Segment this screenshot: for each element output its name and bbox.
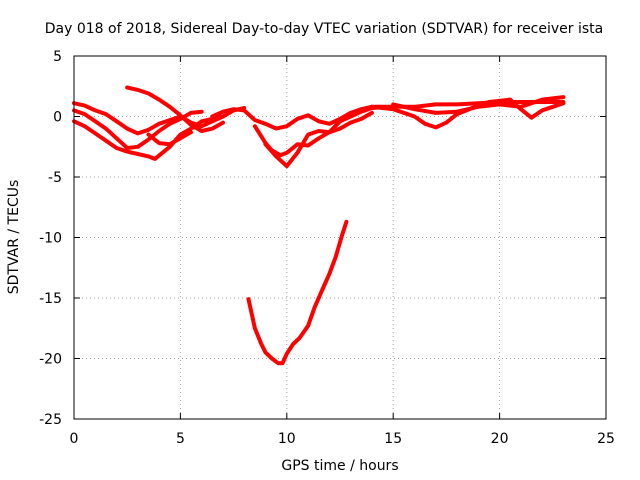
y-tick-label: -25: [39, 412, 62, 428]
series-line-track-5: [146, 130, 193, 147]
x-tick-label: 25: [597, 431, 615, 447]
x-tick-label: 10: [278, 431, 296, 447]
series-line-track-3: [72, 114, 225, 161]
y-tick-label: -20: [39, 352, 62, 368]
x-tick-label: 5: [176, 431, 185, 447]
y-tick-label: 5: [53, 49, 62, 65]
series-line-track-6: [210, 100, 566, 131]
x-tick-label: 15: [384, 431, 402, 447]
series-line-track-10: [391, 95, 566, 115]
y-tick-label: -5: [48, 170, 62, 186]
data-series: [72, 85, 566, 366]
series-line-track-9: [369, 97, 566, 130]
y-tick-label: 0: [53, 110, 62, 126]
x-axis-label: GPS time / hours: [281, 458, 398, 474]
series-line-track-2: [72, 108, 204, 150]
axis-ticks: 0 5 10 15 20 25 5 0 -5 -10 -15 -20 -25: [39, 49, 615, 447]
series-line-track-11: [246, 219, 349, 366]
y-tick-label: -15: [39, 291, 62, 307]
series-line-track-8: [263, 110, 374, 169]
x-tick-label: 20: [491, 431, 509, 447]
y-axis-label: SDTVAR / TECUs: [6, 180, 22, 295]
series-line-track-4: [125, 85, 225, 133]
x-tick-label: 0: [70, 431, 79, 447]
chart-title: Day 018 of 2018, Sidereal Day-to-day VTE…: [45, 21, 603, 37]
y-tick-label: -10: [39, 231, 62, 247]
